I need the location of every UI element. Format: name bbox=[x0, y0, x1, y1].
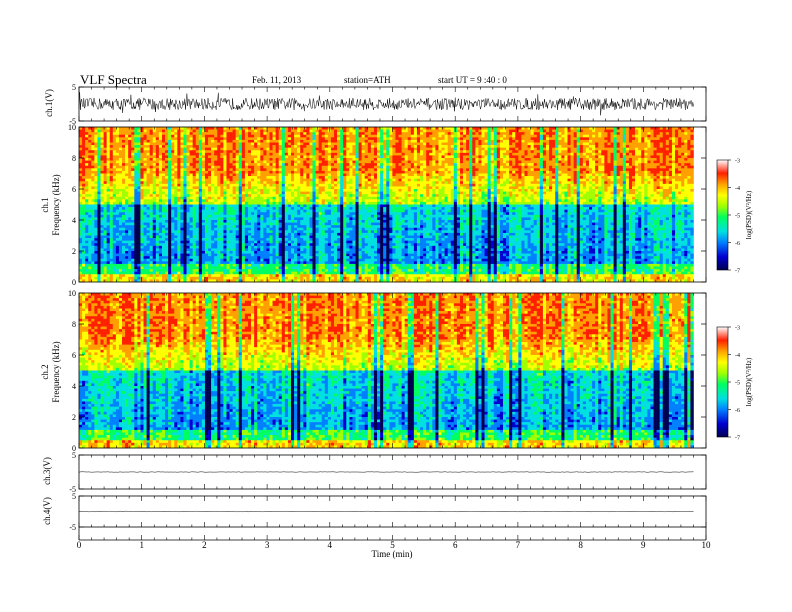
date-label: Feb. 11, 2013 bbox=[252, 75, 302, 85]
ch4-waveform-ytick-label: -5 bbox=[69, 523, 76, 532]
x-tick-label: 4 bbox=[328, 540, 333, 550]
colorbar-tick-label: -4 bbox=[735, 186, 740, 192]
ch3-waveform-panel: 5-5 bbox=[69, 451, 706, 494]
station-label: station=ATH bbox=[344, 75, 391, 85]
x-axis-label: Time (min) bbox=[372, 549, 413, 559]
x-tick-label: 6 bbox=[453, 540, 458, 550]
x-tick-label: 8 bbox=[578, 540, 583, 550]
ch2-spectrogram-ytick-label: 4 bbox=[72, 382, 76, 391]
figure-title: VLF Spectra bbox=[80, 72, 147, 87]
ch1-colorbar: -3 -4 -5 -6 -7 log(PSD)(V²/Hz) bbox=[717, 159, 753, 275]
ch1-colorbar-label: log(PSD)(V²/Hz) bbox=[745, 190, 753, 239]
colorbar-tick-label: -6 bbox=[735, 241, 740, 247]
ch1-spectrogram-ytick-label: 2 bbox=[72, 247, 76, 256]
colorbar-tick-label: -4 bbox=[735, 353, 740, 359]
x-tick-label: 3 bbox=[265, 540, 270, 550]
colorbar-tick-label: -6 bbox=[735, 408, 740, 414]
start-ut-label: start UT = 9 :40 : 0 bbox=[438, 75, 507, 85]
colorbar-tick-label: -3 bbox=[735, 326, 740, 332]
ch4-ylabel: ch.4(V) bbox=[42, 497, 52, 525]
ch1-spectrogram-ytick-label: 6 bbox=[72, 185, 76, 194]
ch2-spectrogram-ytick-label: 10 bbox=[68, 289, 76, 298]
ch2-spec-ylabel-freq: Frequency (kHz) bbox=[51, 341, 61, 402]
x-tick-label: 2 bbox=[202, 540, 207, 550]
ch4-waveform-panel: 5 -5 bbox=[69, 492, 706, 532]
ch2-spectrogram-ytick-label: 2 bbox=[72, 413, 76, 422]
ch3-waveform-ytick-label: 5 bbox=[72, 451, 76, 460]
ch1-spectrogram-ytick-label: 4 bbox=[72, 216, 76, 225]
ch1-spectrogram-cells bbox=[79, 127, 694, 282]
ch1-spectrogram-ytick-label: 0 bbox=[72, 278, 76, 287]
ch3-ylabel: ch.3(V) bbox=[42, 457, 52, 485]
x-tick-label: 1 bbox=[139, 540, 144, 550]
ch1-waveform-trace bbox=[79, 92, 694, 115]
ch2-spectrogram-ytick-label: 8 bbox=[72, 320, 76, 329]
colorbar-tick-label: -5 bbox=[735, 381, 740, 387]
x-tick-label: 10 bbox=[702, 540, 712, 550]
x-tick-label: 7 bbox=[516, 540, 521, 550]
ch2-spectrogram-ytick-label: 6 bbox=[72, 351, 76, 360]
ch1-spectrogram-panel: 0 2 4 6 8 10 bbox=[68, 123, 706, 287]
ch2-colorbar-label: log(PSD)(V²/Hz) bbox=[745, 357, 753, 406]
ch1-waveform-ytick-label: 5 bbox=[72, 83, 76, 92]
ch1-ylabel: ch.1(V) bbox=[44, 89, 54, 117]
colorbar-tick-label: -7 bbox=[735, 269, 740, 275]
x-tick-label: 9 bbox=[641, 540, 646, 550]
colorbar-tick-label: -7 bbox=[735, 436, 740, 442]
ch1-spectrogram-ytick-label: 8 bbox=[72, 154, 76, 163]
ch1-spectrogram-ytick-label: 10 bbox=[68, 123, 76, 132]
colorbar-tick-label: -3 bbox=[735, 159, 740, 165]
ch2-spec-ylabel-channel: ch.2 bbox=[40, 364, 50, 379]
ch2-spectrogram-cells bbox=[79, 293, 694, 448]
x-axis: 0 1 2 3 4 5 6 7 8 9 10 bbox=[77, 527, 711, 550]
ch2-colorbar: -3 -4 -5 -6 -7 log(PSD)(V²/Hz) bbox=[717, 326, 753, 442]
ch4-waveform-ytick-label: 5 bbox=[72, 492, 76, 501]
x-tick-label: 0 bbox=[77, 540, 82, 550]
ch4-waveform-trace bbox=[79, 511, 694, 512]
ch1-spec-ylabel-channel: ch.1 bbox=[40, 197, 50, 212]
ch1-spec-ylabel-freq: Frequency (kHz) bbox=[51, 174, 61, 235]
ch1-waveform-panel: 5-5 bbox=[69, 83, 706, 126]
colorbar-tick-label: -5 bbox=[735, 214, 740, 220]
